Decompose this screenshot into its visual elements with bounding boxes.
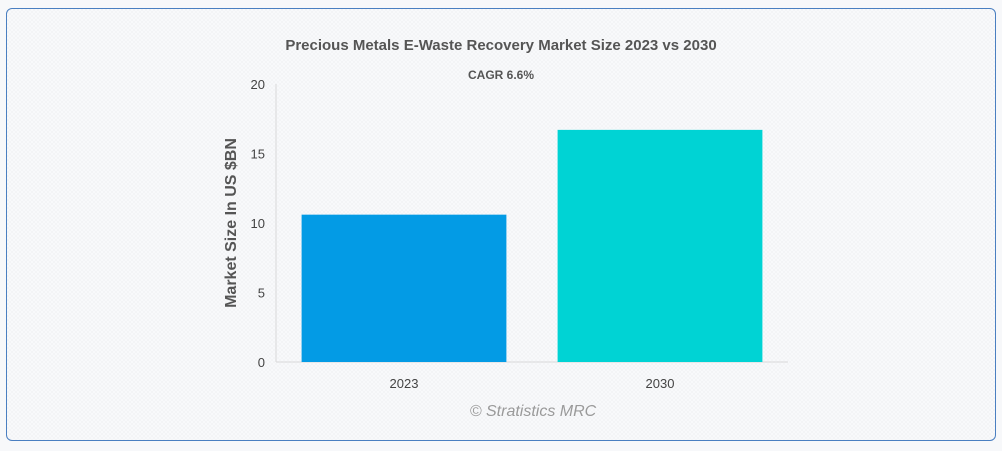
y-tick-label: 5 [258, 286, 265, 301]
y-tick-label: 0 [258, 355, 265, 370]
bar-2023 [301, 214, 507, 362]
x-axis-ticks: 2023 2030 [390, 376, 675, 391]
y-axis-ticks: 0 5 10 15 20 [251, 77, 265, 370]
y-axis-label: Market Size In US $BN [223, 138, 240, 308]
bars-group [301, 129, 763, 362]
bar-2030 [557, 129, 763, 362]
x-tick-label: 2030 [646, 376, 675, 391]
x-tick-label: 2023 [390, 376, 419, 391]
y-tick-label: 15 [251, 147, 265, 162]
y-tick-label: 10 [251, 216, 265, 231]
credit-text: © Stratistics MRC [470, 403, 597, 420]
chart-title: Precious Metals E-Waste Recovery Market … [285, 37, 716, 54]
y-tick-label: 20 [251, 77, 265, 92]
chart-subtitle: CAGR 6.6% [468, 68, 534, 82]
